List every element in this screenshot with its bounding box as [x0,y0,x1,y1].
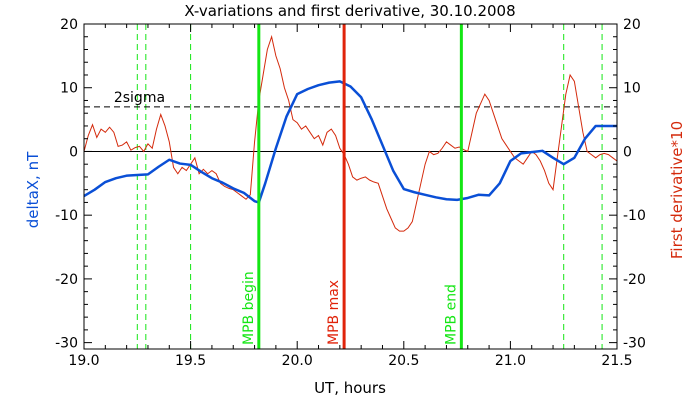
x-axis-title: UT, hours [314,379,386,397]
y-tick-label-left: -20 [55,272,78,288]
y-tick-label-right: 20 [623,17,641,33]
marker-label-mpb-max: MPB max [326,280,342,345]
y-tick-label-right: -10 [623,208,646,224]
marker-label-mpb-begin: MPB begin [241,271,257,345]
marker-label-mpb-end: MPB end [443,284,459,345]
y-axis-title-left: deltaX, nT [24,151,42,228]
y-tick-label-left: 20 [60,17,78,33]
y-tick-label-right: 0 [623,144,632,160]
y-tick-label-left: 0 [69,144,78,160]
x-tick-label: 19.0 [68,353,99,369]
chart-title: X-variations and first derivative, 30.10… [184,2,515,20]
y-tick-label-right: 10 [623,81,641,97]
y-tick-label-left: 10 [60,81,78,97]
x-tick-label: 20.5 [388,353,419,369]
x-tick-label: 19.5 [175,353,206,369]
derivative-series-line [83,34,618,232]
plot-frame [83,23,618,350]
sigma-label: 2sigma [114,90,165,106]
y-tick-label-right: -30 [623,336,646,352]
plot-layer: 2sigma MPB begin MPB max MPB end 19.0 19.5 20.… [55,17,646,369]
x-tick-label: 21.5 [601,353,632,369]
x-tick-label: 21.0 [495,353,526,369]
y-axis-title-right: First derivative*10 [668,121,686,259]
y-tick-label-left: -10 [55,208,78,224]
y-tick-label-left: -30 [55,336,78,352]
x-tick-label: 20.0 [282,353,313,369]
y-tick-label-right: -20 [623,272,646,288]
